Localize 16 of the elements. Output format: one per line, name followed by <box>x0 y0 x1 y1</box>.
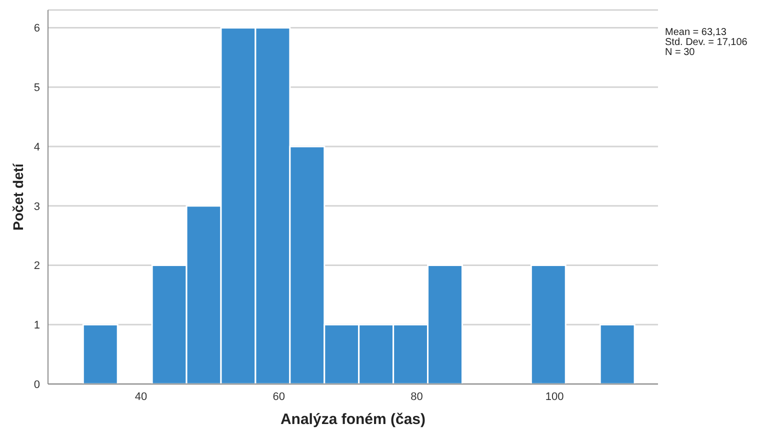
y-tick-label: 0 <box>34 378 40 391</box>
y-tick-label: 2 <box>34 260 40 272</box>
text: Std. Dev. = 17,106 <box>665 37 748 48</box>
y-tick-label: 6 <box>34 22 40 35</box>
y-tick-label: 4 <box>34 141 40 154</box>
x-axis-title: Analýza foném (čas) <box>280 411 426 428</box>
y-tick-label: 3 <box>34 200 40 213</box>
y-tick-label: 5 <box>34 82 40 94</box>
text: N = 30 <box>665 47 696 58</box>
x-tick-label: 40 <box>134 390 148 403</box>
x-tick-label: 100 <box>545 390 564 403</box>
y-axis-title: Počet detí <box>10 162 26 230</box>
x-tick-label: 80 <box>410 390 423 403</box>
y-tick-label: 1 <box>34 320 40 332</box>
text: Mean = 63,13 <box>665 27 728 38</box>
x-tick-label: 60 <box>272 390 286 403</box>
